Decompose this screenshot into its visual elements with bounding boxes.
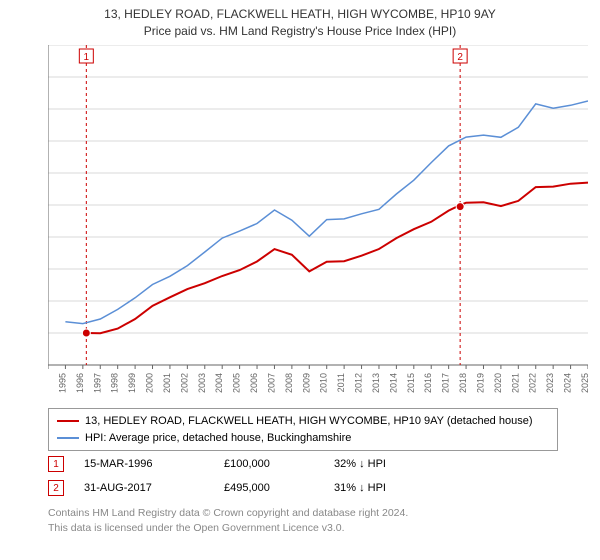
transaction-marker: 1: [48, 456, 64, 472]
transactions-table: 1 15-MAR-1996 £100,000 32% ↓ HPI 2 31-AU…: [48, 452, 588, 500]
legend-row-price: 13, HEDLEY ROAD, FLACKWELL HEATH, HIGH W…: [57, 413, 549, 430]
svg-text:2025: 2025: [580, 373, 588, 393]
transaction-hpi: 32% ↓ HPI: [334, 458, 434, 470]
footer-line-2: This data is licensed under the Open Gov…: [48, 521, 588, 536]
svg-text:2: 2: [457, 52, 463, 63]
transaction-date: 15-MAR-1996: [84, 458, 204, 470]
svg-text:2006: 2006: [249, 373, 259, 393]
svg-text:1997: 1997: [92, 373, 102, 393]
title-address: 13, HEDLEY ROAD, FLACKWELL HEATH, HIGH W…: [0, 6, 600, 23]
svg-text:2011: 2011: [336, 373, 346, 392]
svg-text:2023: 2023: [545, 373, 555, 393]
svg-text:2019: 2019: [475, 373, 485, 393]
svg-text:2007: 2007: [266, 373, 276, 393]
transaction-price: £495,000: [224, 482, 314, 494]
legend-swatch-price: [57, 420, 79, 422]
svg-text:2024: 2024: [563, 373, 573, 393]
transaction-hpi: 31% ↓ HPI: [334, 482, 434, 494]
svg-text:1995: 1995: [57, 373, 67, 393]
svg-text:2009: 2009: [301, 373, 311, 393]
svg-text:2008: 2008: [284, 373, 294, 393]
svg-text:2000: 2000: [145, 373, 155, 393]
transaction-marker: 2: [48, 480, 64, 496]
svg-text:2001: 2001: [162, 373, 172, 393]
svg-text:2016: 2016: [423, 373, 433, 393]
svg-text:2004: 2004: [214, 373, 224, 393]
svg-text:2018: 2018: [458, 373, 468, 393]
svg-text:1998: 1998: [110, 373, 120, 393]
svg-text:2005: 2005: [232, 373, 242, 393]
svg-text:1: 1: [84, 52, 90, 63]
svg-text:2015: 2015: [406, 373, 416, 393]
chart-container: 13, HEDLEY ROAD, FLACKWELL HEATH, HIGH W…: [0, 0, 600, 560]
transaction-date: 31-AUG-2017: [84, 482, 204, 494]
svg-text:2010: 2010: [319, 373, 329, 393]
transaction-row: 2 31-AUG-2017 £495,000 31% ↓ HPI: [48, 476, 588, 500]
legend-row-hpi: HPI: Average price, detached house, Buck…: [57, 430, 549, 447]
chart-area: £0£100K£200K£300K£400K£500K£600K£700K£80…: [48, 45, 588, 400]
footer-note: Contains HM Land Registry data © Crown c…: [48, 506, 588, 535]
svg-text:2022: 2022: [528, 373, 538, 393]
svg-text:2013: 2013: [371, 373, 381, 393]
transaction-row: 1 15-MAR-1996 £100,000 32% ↓ HPI: [48, 452, 588, 476]
svg-text:2014: 2014: [388, 373, 398, 393]
title-subtitle: Price paid vs. HM Land Registry's House …: [0, 23, 600, 40]
svg-text:1996: 1996: [75, 373, 85, 393]
line-chart-svg: £0£100K£200K£300K£400K£500K£600K£700K£80…: [48, 45, 588, 400]
svg-text:2017: 2017: [441, 373, 451, 393]
svg-text:2020: 2020: [493, 373, 503, 393]
svg-text:2021: 2021: [510, 373, 520, 393]
legend-swatch-hpi: [57, 437, 79, 439]
transaction-price: £100,000: [224, 458, 314, 470]
svg-text:1999: 1999: [127, 373, 137, 393]
footer-line-1: Contains HM Land Registry data © Crown c…: [48, 506, 588, 521]
svg-text:2002: 2002: [179, 373, 189, 393]
legend-box: 13, HEDLEY ROAD, FLACKWELL HEATH, HIGH W…: [48, 408, 558, 451]
title-block: 13, HEDLEY ROAD, FLACKWELL HEATH, HIGH W…: [0, 0, 600, 40]
svg-text:2003: 2003: [197, 373, 207, 393]
legend-label-hpi: HPI: Average price, detached house, Buck…: [85, 430, 351, 447]
svg-text:2012: 2012: [354, 373, 364, 393]
svg-text:1994: 1994: [48, 373, 50, 393]
legend-label-price: 13, HEDLEY ROAD, FLACKWELL HEATH, HIGH W…: [85, 413, 533, 430]
